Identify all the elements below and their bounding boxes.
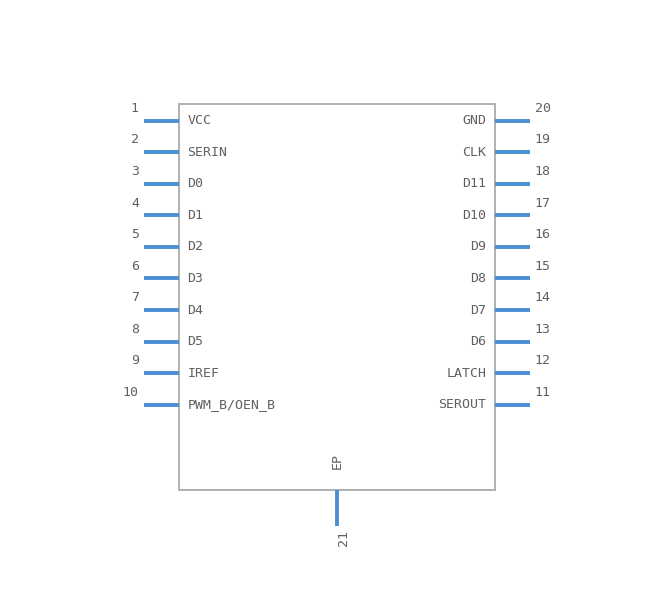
Text: SEROUT: SEROUT <box>438 398 486 411</box>
Text: 17: 17 <box>535 196 551 210</box>
Text: 4: 4 <box>131 196 139 210</box>
Text: LATCH: LATCH <box>446 367 486 379</box>
Text: VCC: VCC <box>187 114 211 127</box>
Text: 13: 13 <box>535 323 551 336</box>
Text: D1: D1 <box>187 209 203 222</box>
Text: D6: D6 <box>470 335 486 348</box>
Text: 18: 18 <box>535 165 551 178</box>
Text: 20: 20 <box>535 102 551 115</box>
Text: 1: 1 <box>131 102 139 115</box>
Text: D7: D7 <box>470 304 486 316</box>
Text: D0: D0 <box>187 177 203 190</box>
Text: 21: 21 <box>337 529 350 546</box>
Text: 7: 7 <box>131 291 139 304</box>
Text: 16: 16 <box>535 228 551 241</box>
Text: D11: D11 <box>462 177 486 190</box>
Text: SERIN: SERIN <box>187 146 227 159</box>
Text: 5: 5 <box>131 228 139 241</box>
Text: CLK: CLK <box>462 146 486 159</box>
Text: 11: 11 <box>535 386 551 399</box>
Text: 19: 19 <box>535 133 551 146</box>
Text: D9: D9 <box>470 241 486 253</box>
Text: 8: 8 <box>131 323 139 336</box>
Text: D5: D5 <box>187 335 203 348</box>
Text: D2: D2 <box>187 241 203 253</box>
Text: 10: 10 <box>123 386 139 399</box>
Bar <box>179 104 494 490</box>
Text: D8: D8 <box>470 272 486 285</box>
Text: PWM_B/OEN_B: PWM_B/OEN_B <box>187 398 275 411</box>
Text: 9: 9 <box>131 354 139 367</box>
Text: GND: GND <box>462 114 486 127</box>
Text: D4: D4 <box>187 304 203 316</box>
Text: 3: 3 <box>131 165 139 178</box>
Text: D10: D10 <box>462 209 486 222</box>
Text: EP: EP <box>330 453 343 469</box>
Text: IREF: IREF <box>187 367 220 379</box>
Text: 12: 12 <box>535 354 551 367</box>
Text: 15: 15 <box>535 259 551 273</box>
Text: 2: 2 <box>131 133 139 146</box>
Text: D3: D3 <box>187 272 203 285</box>
Text: 6: 6 <box>131 259 139 273</box>
Text: 14: 14 <box>535 291 551 304</box>
